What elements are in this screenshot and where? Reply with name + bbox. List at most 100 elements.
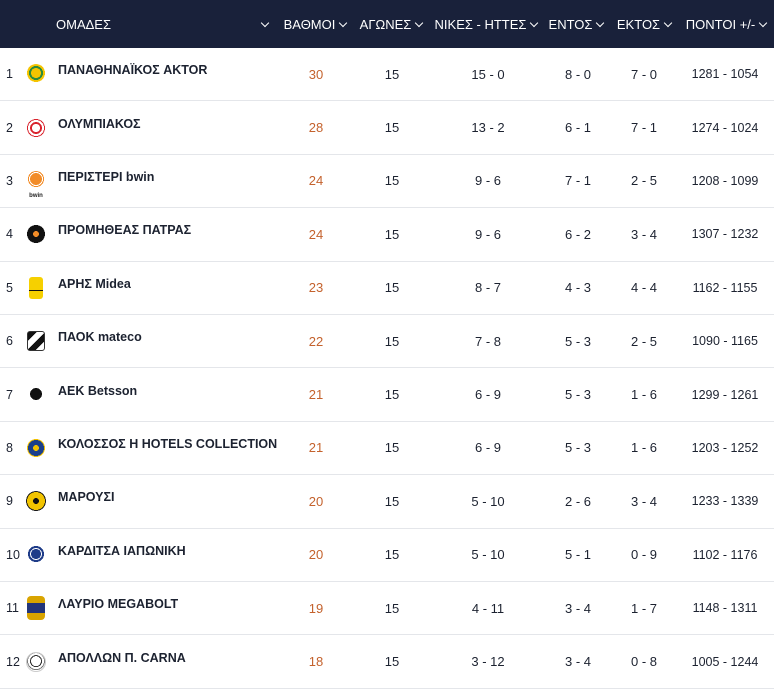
sort-games-header[interactable]: ΑΓΩΝΕΣ: [356, 0, 426, 48]
points-for-against-cell: 1274 - 1024: [691, 120, 759, 135]
lavrio-logo-icon[interactable]: [27, 596, 45, 621]
table-row[interactable]: 10 ΚΑΡΔΙΤΣΑ ΙΑΠΩΝΙΚΗ 20 15 5 - 10 5 - 1 …: [0, 529, 774, 582]
team-name-link[interactable]: ΑΡΗΣ Midea: [58, 276, 131, 291]
away-record-cell: 0 - 8: [630, 654, 657, 670]
sort-home-header[interactable]: ΕΝΤΟΣ: [546, 0, 606, 48]
sort-wl-header[interactable]: ΝΙΚΕΣ - ΗΤΤΕΣ: [434, 0, 539, 48]
home-record-cell: 5 - 3: [564, 387, 591, 403]
wl-header-label: ΝΙΚΕΣ - ΗΤΤΕΣ: [434, 16, 527, 32]
games-cell: 15: [384, 333, 400, 349]
table-row[interactable]: 2 ΟΛΥΜΠΙΑΚΟΣ 28 15 13 - 2 6 - 1 7 - 1 12…: [0, 101, 774, 155]
home-record-cell: 5 - 3: [564, 333, 591, 349]
home-record-cell: 8 - 0: [564, 66, 591, 82]
team-name-link[interactable]: ΠΡΟΜΗΘΕΑΣ ΠΑΤΡΑΣ: [58, 223, 192, 238]
games-header-label: ΑΓΩΝΕΣ: [359, 16, 412, 32]
team-header-label: ΟΜΑΔΕΣ: [56, 16, 112, 32]
away-record-cell: 7 - 1: [630, 120, 657, 136]
wins-losses-cell: 7 - 8: [474, 333, 501, 349]
away-record-cell: 1 - 6: [630, 440, 657, 456]
apollon-logo-icon[interactable]: [26, 651, 46, 672]
away-record-cell: 4 - 4: [630, 280, 657, 296]
wins-losses-cell: 9 - 6: [474, 226, 501, 242]
team-logo-cell: [24, 529, 48, 581]
table-row[interactable]: 12 ΑΠΟΛΛΩΝ Π. CARNA 18 15 3 - 12 3 - 4 0…: [0, 635, 774, 689]
kolossos-logo-icon[interactable]: [26, 437, 46, 458]
games-cell: 15: [384, 226, 400, 242]
team-name-link[interactable]: ΚΟΛΟΣΣΟΣ H HOTELS COLLECTION: [58, 436, 278, 451]
table-row[interactable]: 9 ΜΑΡΟΥΣΙ 20 15 5 - 10 2 - 6 3 - 4 1233 …: [0, 475, 774, 529]
table-row[interactable]: 5 ΑΡΗΣ Midea 23 15 8 - 7 4 - 3 4 - 4 116…: [0, 262, 774, 315]
table-row[interactable]: 4 ΠΡΟΜΗΘΕΑΣ ΠΑΤΡΑΣ 24 15 9 - 6 6 - 2 3 -…: [0, 208, 774, 262]
points-cell: 18: [308, 654, 324, 670]
points-for-against-cell: 1148 - 1311: [692, 601, 758, 616]
team-name-link[interactable]: ΟΛΥΜΠΙΑΚΟΣ: [58, 116, 141, 131]
aek-logo-icon[interactable]: [26, 384, 46, 405]
away-record-cell: 1 - 7: [630, 600, 657, 616]
olympiakos-logo-icon[interactable]: [26, 117, 46, 138]
wins-losses-cell: 3 - 12: [471, 654, 505, 670]
home-record-cell: 6 - 2: [564, 226, 591, 242]
points-for-against-cell: 1090 - 1165: [692, 334, 758, 349]
panathinaikos-logo-icon[interactable]: [26, 64, 46, 85]
home-record-cell: 2 - 6: [564, 493, 591, 509]
points-cell: 20: [308, 493, 324, 509]
points-for-against-cell: 1307 - 1232: [691, 227, 759, 242]
rank-cell: 3: [6, 173, 13, 188]
team-name-link[interactable]: ΑΕΚ Betsson: [58, 383, 138, 398]
table-row[interactable]: 3 bwin ΠΕΡΙΣΤΕΡΙ bwin 24 15 9 - 6 7 - 1 …: [0, 155, 774, 209]
sort-team-header[interactable]: ΟΜΑΔΕΣ: [56, 0, 276, 48]
peristeri-logo-icon[interactable]: bwin: [26, 170, 46, 199]
games-cell: 15: [384, 66, 400, 82]
chevron-down-icon: [663, 18, 673, 27]
points-for-against-cell: 1281 - 1054: [691, 67, 759, 82]
team-name-link[interactable]: ΠΑΝΑΘΗΝΑΪΚΟΣ AKTOR: [58, 63, 208, 78]
points-cell: 20: [308, 547, 324, 563]
table-row[interactable]: 7 ΑΕΚ Betsson 21 15 6 - 9 5 - 3 1 - 6 12…: [0, 368, 774, 422]
wins-losses-cell: 6 - 9: [474, 440, 501, 456]
table-row[interactable]: 11 ΛΑΥΡΙΟ MEGABOLT 19 15 4 - 11 3 - 4 1 …: [0, 582, 774, 636]
rank-cell: 10: [6, 547, 20, 562]
rank-cell: 1: [6, 67, 13, 82]
rank-cell: 8: [6, 440, 13, 455]
chevron-down-icon: [596, 18, 605, 27]
sort-away-header[interactable]: ΕΚΤΟΣ: [614, 0, 674, 48]
team-logo-cell: [24, 475, 48, 527]
team-name-link[interactable]: ΠΑΟΚ mateco: [58, 330, 142, 345]
points-for-against-cell: 1208 - 1099: [691, 173, 759, 188]
games-cell: 15: [384, 547, 400, 563]
karditsa-logo-icon[interactable]: [26, 544, 46, 565]
away-record-cell: 7 - 0: [630, 66, 657, 82]
team-name-link[interactable]: ΚΑΡΔΙΤΣΑ ΙΑΠΩΝΙΚΗ: [58, 543, 186, 558]
away-record-cell: 2 - 5: [630, 173, 657, 189]
chevron-down-icon: [339, 18, 348, 27]
sort-pf-header[interactable]: ΠΟΝΤΟΙ +/-: [682, 0, 770, 48]
wins-losses-cell: 5 - 10: [471, 547, 505, 563]
games-cell: 15: [384, 654, 400, 670]
promitheas-logo-icon[interactable]: [26, 224, 46, 245]
team-name-link[interactable]: ΑΠΟΛΛΩΝ Π. CARNA: [58, 650, 186, 665]
table-row[interactable]: 6 ΠΑΟΚ mateco 22 15 7 - 8 5 - 3 2 - 5 10…: [0, 315, 774, 369]
team-name-link[interactable]: ΠΕΡΙΣΤΕΡΙ bwin: [58, 169, 155, 184]
team-logo-cell: [24, 315, 48, 367]
wins-losses-cell: 8 - 7: [474, 280, 501, 296]
points-for-against-cell: 1299 - 1261: [691, 387, 759, 402]
table-row[interactable]: 1 ΠΑΝΑΘΗΝΑΪΚΟΣ AKTOR 30 15 15 - 0 8 - 0 …: [0, 48, 774, 102]
sort-points-header[interactable]: ΒΑΘΜΟΙ: [282, 0, 348, 48]
wins-losses-cell: 15 - 0: [471, 66, 505, 82]
games-cell: 15: [384, 440, 400, 456]
team-logo-cell: [24, 422, 48, 474]
points-for-against-cell: 1102 - 1176: [692, 547, 758, 562]
marousi-logo-icon[interactable]: [26, 491, 46, 512]
team-logo-cell: [24, 262, 48, 314]
paok-logo-icon[interactable]: [27, 331, 45, 352]
team-logo-cell: [24, 208, 48, 260]
away-record-cell: 3 - 4: [630, 226, 657, 242]
points-cell: 21: [308, 387, 324, 403]
away-record-cell: 2 - 5: [630, 333, 657, 349]
home-record-cell: 3 - 4: [564, 600, 591, 616]
chevron-down-icon: [415, 18, 424, 27]
aris-logo-icon[interactable]: [29, 276, 43, 299]
table-row[interactable]: 8 ΚΟΛΟΣΣΟΣ H HOTELS COLLECTION 21 15 6 -…: [0, 422, 774, 476]
team-name-link[interactable]: ΛΑΥΡΙΟ MEGABOLT: [58, 597, 179, 612]
team-name-link[interactable]: ΜΑΡΟΥΣΙ: [58, 490, 115, 505]
